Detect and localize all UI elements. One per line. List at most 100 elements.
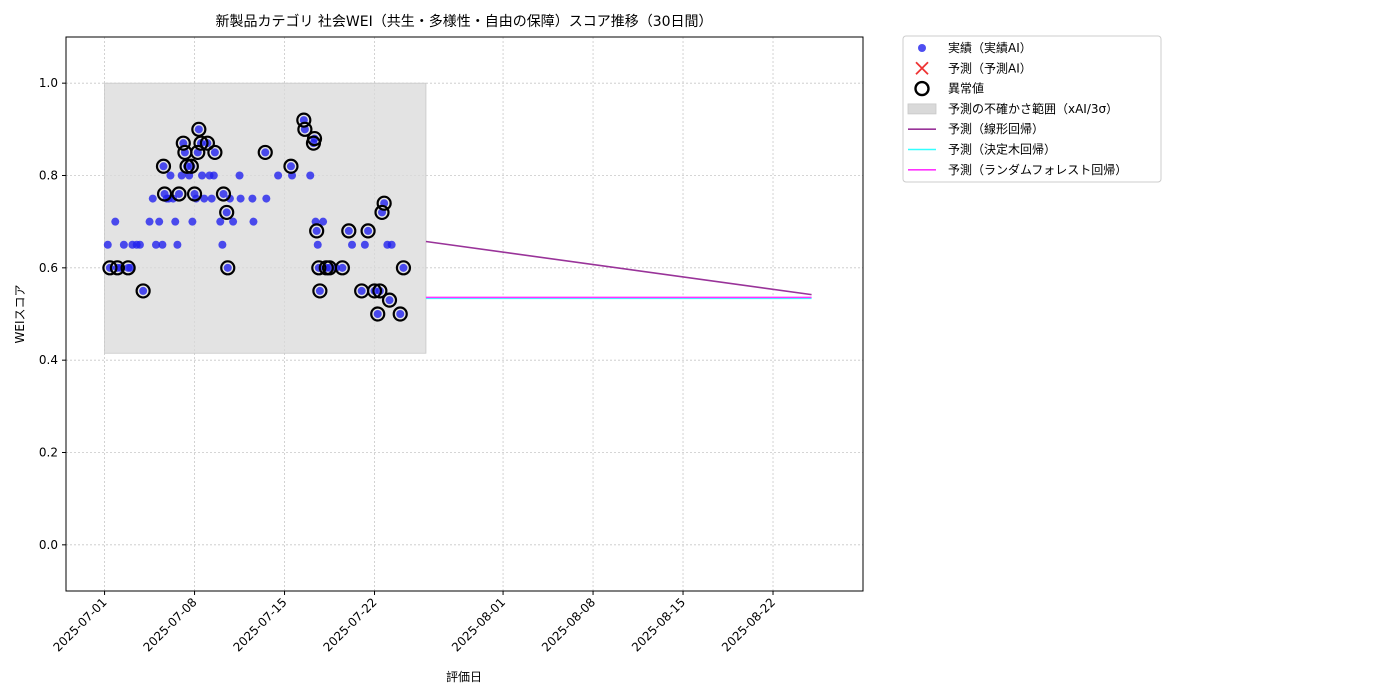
legend-actual-marker xyxy=(918,44,926,52)
actual-point xyxy=(306,171,315,180)
actual-point xyxy=(194,125,203,134)
actual-point xyxy=(375,286,384,295)
actual-point xyxy=(344,226,353,235)
actual-point xyxy=(235,171,244,180)
actual-point xyxy=(177,171,186,180)
anomaly-marker xyxy=(296,112,312,128)
x-tick-label: 2025-08-15 xyxy=(629,595,688,654)
actual-point xyxy=(236,194,245,203)
actual-point xyxy=(248,194,257,203)
anomaly-marker xyxy=(219,204,235,221)
x-tick-label: 2025-07-08 xyxy=(140,595,199,654)
x-tick-label: 2025-08-01 xyxy=(449,595,508,654)
actual-point xyxy=(155,217,164,226)
anomaly-marker xyxy=(297,121,313,137)
actual-point xyxy=(207,194,216,203)
actual-point xyxy=(399,263,408,272)
actual-point xyxy=(159,162,168,171)
anomaly-marker xyxy=(135,283,151,299)
actual-point xyxy=(119,240,128,249)
chart-title: 新製品カテゴリ 社会WEI（共生・多様性・自由の保障）スコア推移（30日間） xyxy=(215,13,712,30)
anomaly-marker xyxy=(215,186,232,202)
actual-point xyxy=(261,148,270,157)
actual-point xyxy=(225,194,234,203)
actual-point xyxy=(313,240,322,249)
actual-point xyxy=(373,310,382,318)
actual-point xyxy=(223,263,232,272)
y-tick-label: 0.0 xyxy=(39,538,58,552)
actual-point xyxy=(387,240,396,249)
anomaly-marker xyxy=(220,260,236,276)
plot-frame xyxy=(65,36,864,592)
legend-label-tree: 予測（決定木回帰） xyxy=(948,142,1056,157)
plot-area: 0.0 0.2 0.4 0.6 0.8 1.0 2025-07-01 2025-07-08 20… xyxy=(39,36,864,654)
anomaly-marker xyxy=(120,260,136,276)
anomaly-marker xyxy=(306,130,323,147)
actual-point xyxy=(286,162,295,171)
anomaly-marker xyxy=(199,135,216,151)
x-tick-label: 2025-08-08 xyxy=(539,595,598,654)
actual-point xyxy=(135,240,144,249)
y-axis-title: WEIスコア xyxy=(13,285,27,344)
y-tick-label: 0.2 xyxy=(39,446,58,460)
actual-point xyxy=(210,148,219,157)
anomaly-marker xyxy=(360,223,376,239)
legend-predicted-marker xyxy=(915,61,929,75)
legend-label-actual: 実績（実績AI） xyxy=(948,40,1032,55)
actual-point xyxy=(312,226,321,235)
actual-point xyxy=(148,194,157,203)
anomaly-marker xyxy=(175,135,191,151)
actual-point xyxy=(218,240,227,249)
anomaly-marker xyxy=(102,260,118,276)
anomaly-marker xyxy=(372,283,388,299)
anomaly-marker xyxy=(392,306,408,322)
legend-box xyxy=(902,35,1162,183)
y-tick-label: 1.0 xyxy=(39,76,58,90)
actual-point xyxy=(364,226,373,235)
actual-point xyxy=(145,217,154,226)
actual-point xyxy=(396,310,405,318)
x-tick-label: 2025-08-22 xyxy=(719,595,778,654)
anomaly-marker xyxy=(190,144,206,161)
actual-point xyxy=(219,189,228,198)
anomaly-marker xyxy=(374,204,390,221)
actual-point xyxy=(348,240,357,249)
anomaly-marker xyxy=(186,186,203,202)
actual-point xyxy=(209,171,218,180)
anomaly-marker xyxy=(207,144,223,161)
anomaly-marker xyxy=(309,223,325,239)
anomaly-marker xyxy=(334,260,350,276)
actual-point xyxy=(315,286,324,295)
actual-point xyxy=(274,171,283,180)
actual-point xyxy=(216,217,225,226)
actual-point xyxy=(175,189,184,198)
anomaly-marker xyxy=(311,260,327,276)
anomaly-marker xyxy=(376,195,392,211)
y-tick-label: 0.4 xyxy=(39,353,58,367)
anomaly-marker xyxy=(156,186,173,202)
anomaly-marker xyxy=(370,306,386,322)
anomaly-marker xyxy=(341,223,357,239)
actual-point xyxy=(357,286,366,295)
actual-point xyxy=(229,217,238,226)
x-tick-label: 2025-07-01 xyxy=(50,595,109,654)
anomaly-marker xyxy=(179,158,195,174)
anomaly-points xyxy=(102,112,412,322)
actual-point xyxy=(111,217,120,226)
actual-point xyxy=(360,240,369,249)
legend-anomaly-marker xyxy=(914,80,930,97)
y-tick-label: 0.8 xyxy=(39,169,58,183)
actual-point xyxy=(171,217,180,226)
anomaly-marker xyxy=(283,158,299,174)
actual-point xyxy=(319,217,328,226)
anomaly-marker xyxy=(381,292,398,308)
anomaly-marker xyxy=(109,260,126,276)
legend-label-band: 予測の不確かさ範囲（xAI/3σ） xyxy=(948,101,1118,116)
actual-point xyxy=(262,194,271,203)
anomaly-marker xyxy=(257,144,273,161)
legend-label-forest: 予測（ランダムフォレスト回帰） xyxy=(948,162,1127,177)
anomaly-marker xyxy=(155,158,172,174)
actual-point xyxy=(158,240,167,249)
